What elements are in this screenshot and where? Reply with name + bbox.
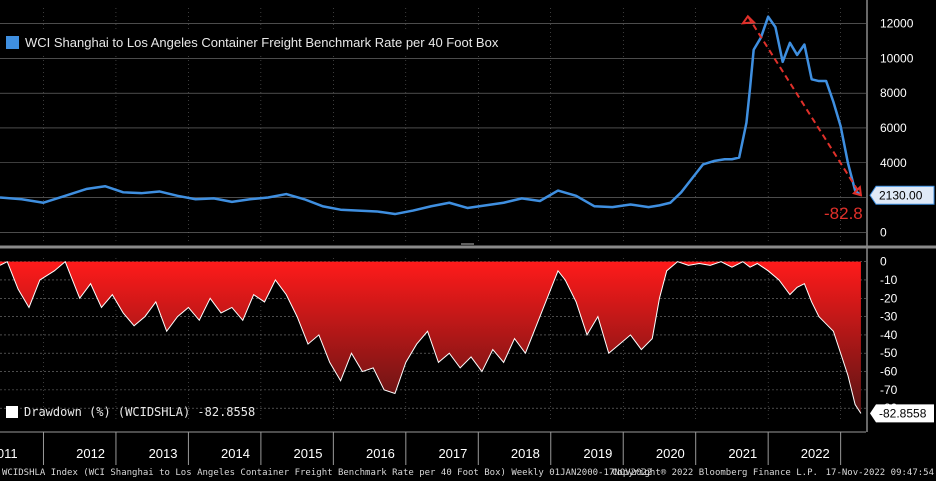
x-tick-label: 2014 [221,446,250,461]
axis-layer: 0200040006000800010000120000-10-20-30-40… [0,0,936,465]
bottom-y-tick-label: -10 [880,273,898,287]
drawdown-value-tag [870,404,934,423]
footer-timestamp: 17-Nov-2022 09:47:54 [825,468,934,478]
freight-rate-panel [0,14,863,216]
bottom-legend: Drawdown (%) (WCIDSHLA) -82.8558 [6,402,255,422]
drawdown-area [0,261,861,414]
bottom-y-tick-label: 0 [880,255,887,269]
x-tick-label: 2011 [0,446,18,461]
bottom-y-tick-label: -50 [880,346,898,360]
drawdown-panel [0,260,862,414]
bottom-y-tick-label: -40 [880,328,898,342]
footer-copyright: Copyright® 2022 Bloomberg Finance L.P. [612,468,818,478]
bottom-legend-label: Drawdown (%) (WCIDSHLA) -82.8558 [24,405,256,419]
top-legend-label: WCI Shanghai to Los Angeles Container Fr… [25,34,499,50]
footer: WCIDSHLA Index (WCI Shanghai to Los Ange… [0,466,936,481]
top-y-tick-label: 6000 [880,121,907,135]
drawdown-arrow [747,15,862,196]
x-tick-label: 2018 [511,446,540,461]
x-tick-label: 2020 [656,446,685,461]
x-tick-label: 2013 [149,446,178,461]
top-y-tick-label: 8000 [880,86,907,100]
drawdown-swatch [6,406,18,418]
footer-source: WCIDSHLA Index (WCI Shanghai to Los Ange… [2,468,653,478]
drawdown-line [0,260,862,414]
x-tick-label: 2012 [76,446,105,461]
grid-layer [0,8,866,421]
series-swatch [6,35,19,49]
top-legend: WCI Shanghai to Los Angeles Container Fr… [6,30,499,54]
last-value-tag [869,185,935,205]
x-tick-label: 2019 [583,446,612,461]
x-axis-band [0,432,936,465]
x-tick-label: 2016 [366,446,395,461]
x-tick-label: 2017 [438,446,467,461]
x-tick-label: 2022 [801,446,830,461]
bottom-y-tick-label: -20 [880,291,898,305]
bottom-y-tick-label: -70 [880,383,898,397]
last-value-label: 2130.00 [879,188,923,202]
freight-rate-line [0,15,862,216]
arrow-head-end [852,185,863,197]
arrow-head-start [740,14,757,25]
top-y-tick-label: 4000 [880,156,907,170]
drawdown-annotation-label: -82.8 [824,204,863,223]
drawdown-value-label: -82.8558 [879,406,927,420]
bottom-y-tick-label: -60 [880,365,898,379]
x-tick-label: 2015 [294,446,323,461]
top-y-tick-label: 12000 [880,17,914,31]
top-y-tick-label: 0 [880,225,887,239]
bottom-y-tick-label: -30 [880,310,898,324]
x-tick-label: 2021 [728,446,757,461]
top-y-tick-label: 10000 [880,51,914,65]
